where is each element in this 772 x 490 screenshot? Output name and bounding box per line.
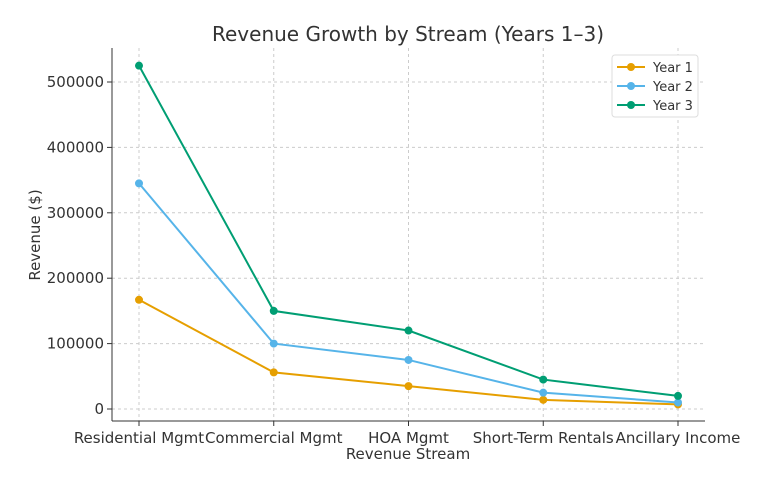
legend-label: Year 3 (652, 99, 693, 114)
y-tick-label: 400000 (47, 138, 104, 156)
data-point (539, 375, 548, 384)
legend-swatch-marker (627, 63, 635, 71)
x-tick-label: HOA Mgmt (368, 429, 449, 447)
legend-label: Year 2 (652, 80, 693, 95)
legend-label: Year 1 (652, 61, 693, 76)
legend-swatch-marker (627, 82, 635, 90)
data-point (539, 395, 548, 404)
y-tick-label: 200000 (47, 269, 104, 287)
data-point (269, 339, 278, 348)
data-point (269, 306, 278, 315)
data-point (135, 295, 143, 304)
y-tick-label: 300000 (47, 204, 104, 222)
y-tick-label: 0 (94, 400, 104, 418)
data-point (404, 326, 413, 335)
data-point (404, 355, 413, 364)
legend-swatch-marker (627, 101, 635, 109)
data-point (404, 382, 413, 391)
x-tick-label: Ancillary Income (616, 429, 741, 447)
x-tick-label: Short-Term Rentals (473, 429, 614, 447)
legend-box (611, 54, 699, 118)
legend: Year 1 Year 2 Year 3 (611, 54, 699, 118)
x-tick-label: Residential Mgmt (74, 429, 204, 447)
data-point (135, 61, 143, 70)
x-tick-label: Commercial Mgmt (205, 429, 343, 447)
data-point (269, 368, 278, 377)
y-axis-label: Revenue ($) (26, 189, 44, 280)
data-point (539, 388, 548, 397)
data-point (674, 398, 682, 407)
y-tick-label: 100000 (47, 335, 104, 353)
chart-title: Revenue Growth by Stream (Years 1–3) (212, 22, 604, 46)
y-tick-label: 500000 (47, 73, 104, 91)
data-point (674, 391, 682, 400)
x-axis-label: Revenue Stream (346, 445, 470, 463)
data-point (135, 179, 143, 188)
